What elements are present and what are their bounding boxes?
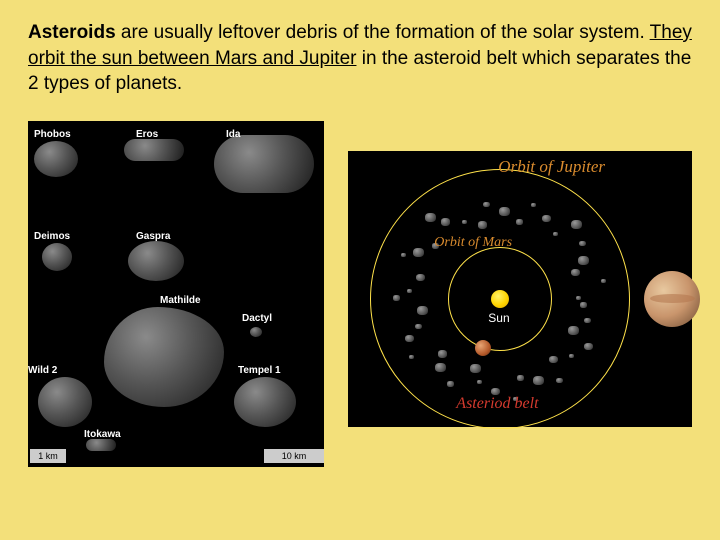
asteroid-label: Dactyl (242, 313, 272, 324)
belt-asteroid (579, 241, 586, 247)
intro-bold: Asteroids (28, 22, 116, 43)
belt-asteroid (393, 295, 400, 301)
asteroid-gallery: Phobos Eros Ida Deimos Gaspra Mathilde Dactyl W… (28, 121, 324, 467)
belt-asteroid (478, 221, 487, 228)
asteroid-label: Mathilde (160, 295, 201, 306)
belt-asteroid (407, 289, 412, 293)
belt-asteroid (556, 378, 563, 384)
asteroid-gaspra (128, 241, 184, 281)
belt-asteroid (549, 356, 558, 363)
belt-asteroid (425, 213, 436, 222)
belt-asteroid (578, 256, 589, 265)
asteroid-label: Phobos (34, 129, 71, 140)
belt-asteroid (417, 306, 428, 315)
belt-asteroid (516, 219, 523, 225)
belt-asteroid (405, 335, 414, 342)
belt-asteroid (401, 253, 406, 257)
belt-asteroid (584, 318, 591, 324)
belt-asteroid (569, 354, 574, 358)
belt-asteroid (470, 364, 481, 373)
sun-label: Sun (488, 311, 509, 325)
belt-asteroid (499, 207, 510, 216)
asteroid-label: Eros (136, 129, 158, 140)
asteroid-label: Tempel 1 (238, 365, 281, 376)
belt-asteroid (416, 274, 425, 281)
asteroid-label: Deimos (34, 231, 70, 242)
asteroid-label: Wild 2 (28, 365, 57, 376)
asteroid-phobos (34, 141, 78, 177)
belt-asteroid (571, 220, 582, 229)
scale-bar: 10 km (264, 449, 324, 463)
figure-row: Phobos Eros Ida Deimos Gaspra Mathilde Dactyl W… (28, 121, 692, 467)
asteroid-ida (214, 135, 314, 193)
asteroid-eros (124, 139, 184, 161)
belt-asteroid (483, 202, 490, 208)
asteroid-label: Ida (226, 129, 240, 140)
belt-asteroid (413, 248, 424, 257)
orbit-diagram: Sun Orbit of Jupiter Orbit of Mars Asteriod… (348, 151, 692, 427)
asteroid-dactyl (250, 327, 262, 337)
asteroid-tempel-1 (234, 377, 296, 427)
belt-asteroid (580, 302, 587, 308)
asteroid-label: Gaspra (136, 231, 170, 242)
orbit-label: Orbit of Mars (434, 235, 512, 251)
belt-asteroid (571, 269, 580, 276)
belt-asteroid (477, 380, 482, 384)
intro-text: Asteroids are usually leftover debris of… (28, 20, 692, 97)
intro-p1: are usually leftover debris of the forma… (116, 22, 650, 43)
asteroid-mathilde (104, 307, 224, 407)
orbit-label: Orbit of Jupiter (498, 157, 605, 177)
asteroid-itokawa (86, 439, 116, 451)
asteroid-deimos (42, 243, 72, 271)
belt-asteroid (533, 376, 544, 385)
belt-asteroid (568, 326, 579, 335)
belt-asteroid (415, 324, 422, 330)
asteroid-wild-2 (38, 377, 92, 427)
belt-asteroid (438, 350, 447, 357)
belt-asteroid (517, 375, 524, 381)
scale-bar: 1 km (30, 449, 66, 463)
belt-asteroid (531, 203, 536, 207)
asteroid-label: Itokawa (84, 429, 121, 440)
orbit-label: Asteriod belt (456, 395, 538, 413)
belt-asteroid (435, 363, 446, 372)
jupiter (644, 271, 700, 327)
belt-asteroid (447, 381, 454, 387)
belt-asteroid (441, 218, 450, 225)
